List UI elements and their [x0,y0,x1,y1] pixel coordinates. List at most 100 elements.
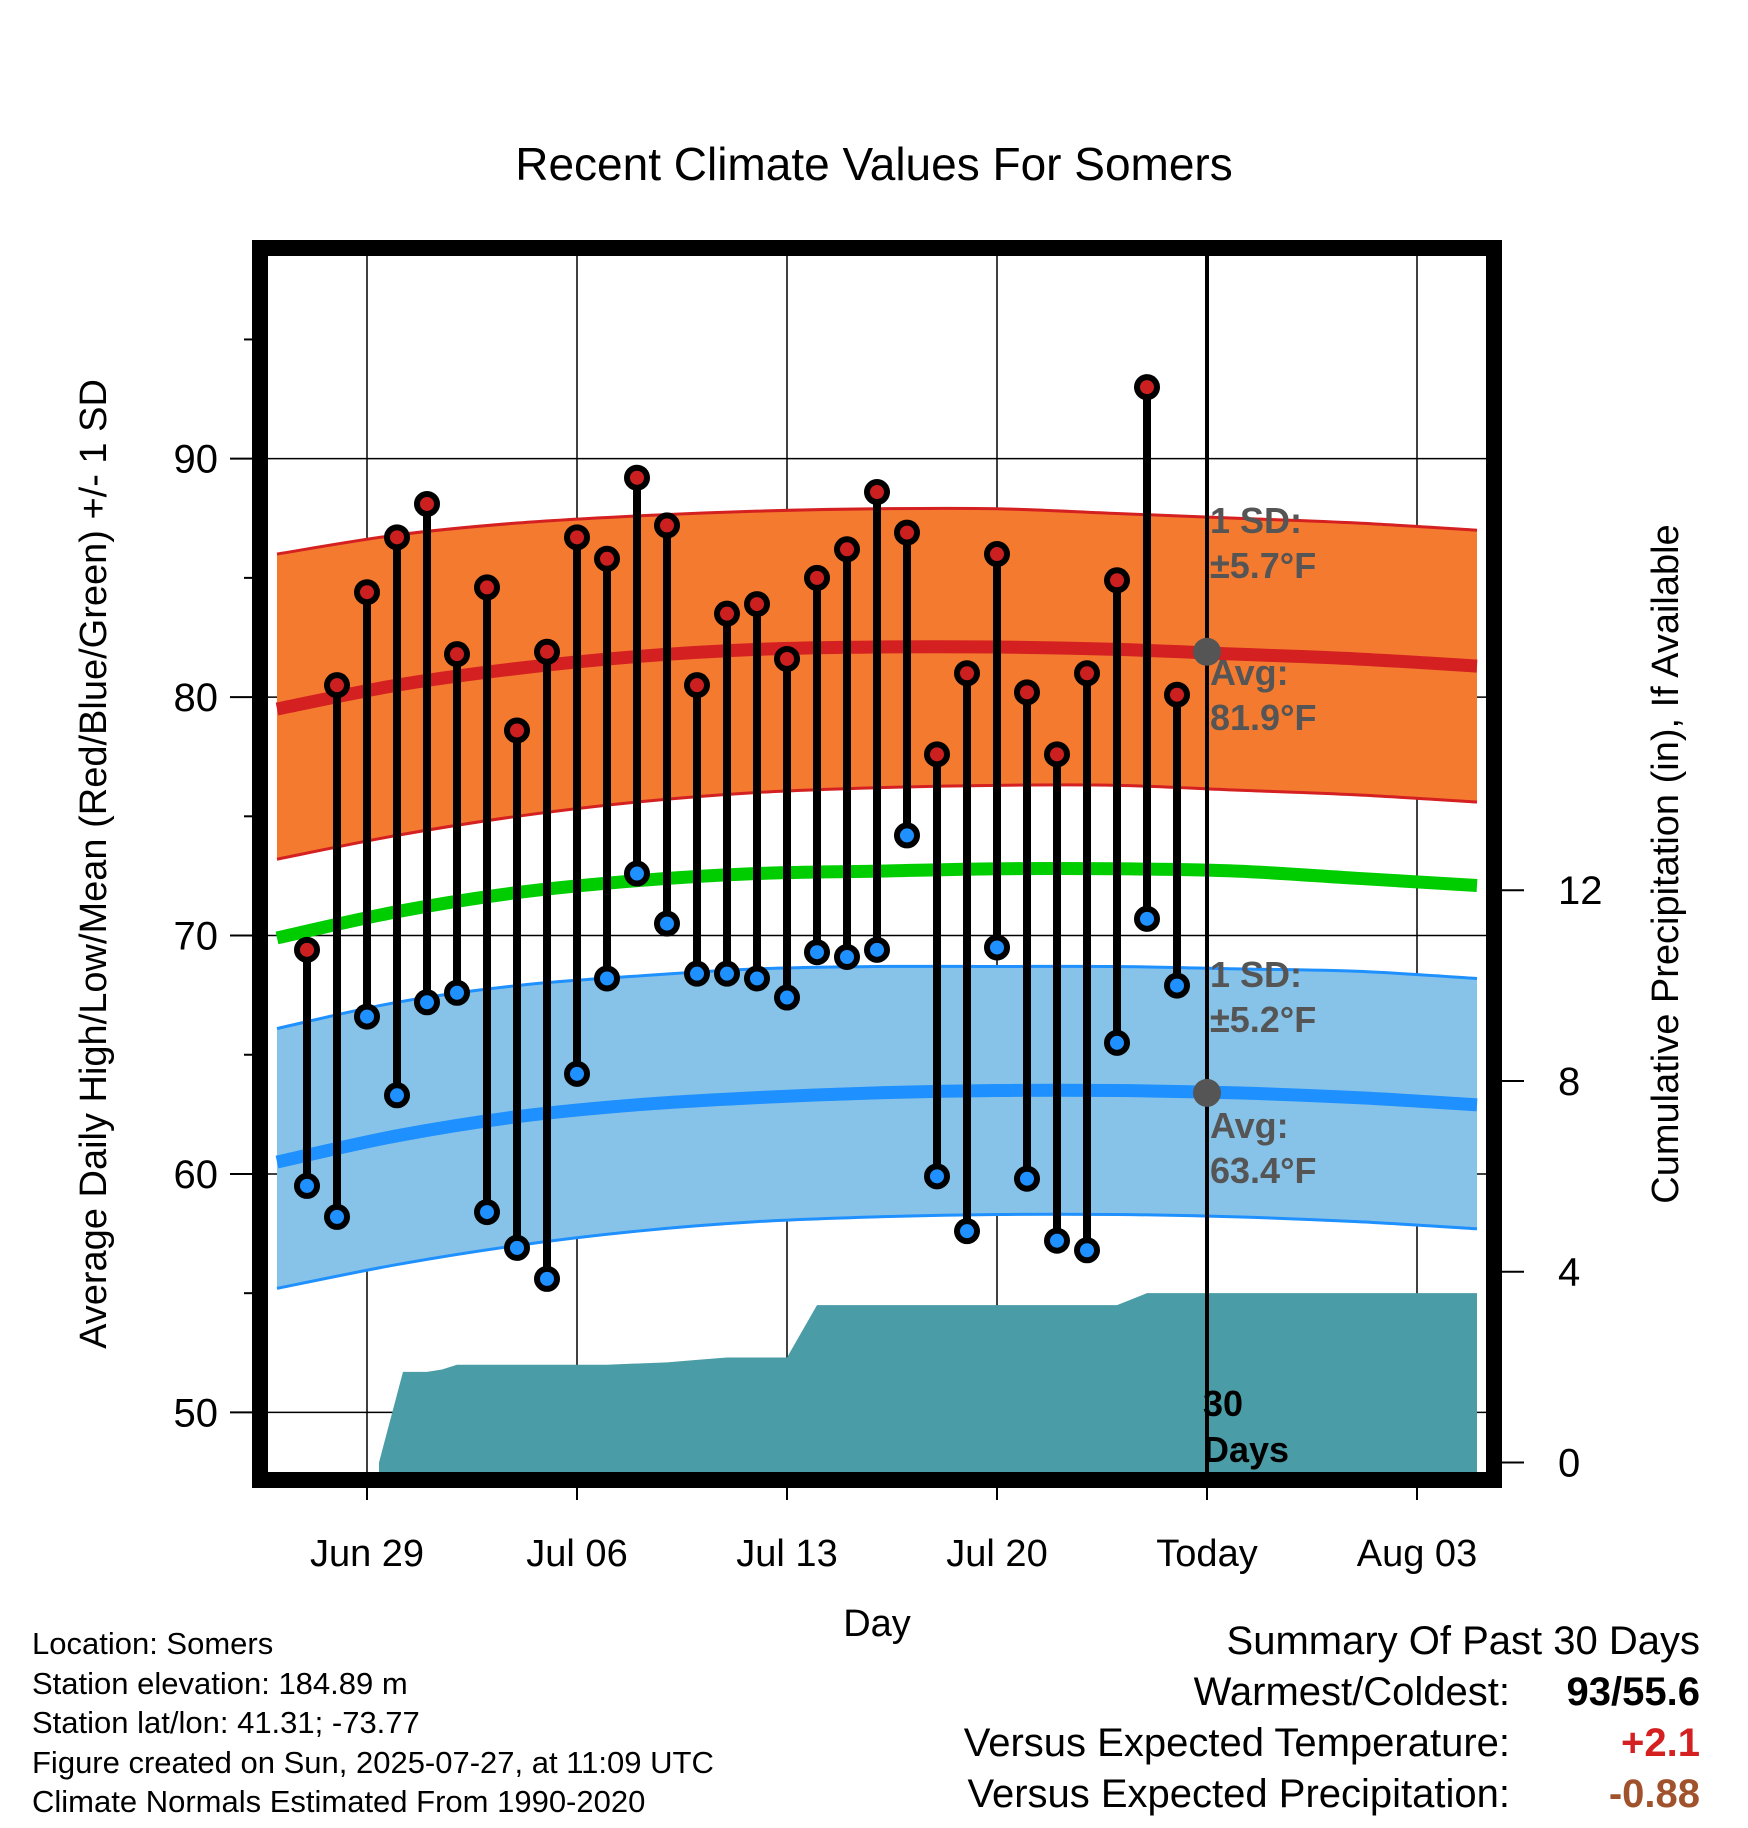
y-tick-label: 90 [174,438,219,482]
x-tick-label: Today [1156,1533,1257,1575]
y2-axis: 0 4 8 12 [1502,869,1603,1485]
daily-high-point [714,600,740,627]
daily-low-point [1164,972,1190,999]
summary-precip-value: -0.88 [1608,1772,1700,1816]
high-sd-label: 1 SD: [1210,500,1302,541]
low-avg-label: Avg: [1210,1105,1289,1146]
daily-high-point [354,579,380,606]
created-text: Figure created on Sun, 2025-07-27, at 11… [32,1744,714,1780]
daily-low-point [774,984,800,1011]
high-avg-label: Avg: [1210,652,1289,693]
daily-high-point [1164,681,1190,708]
daily-low-point [1134,905,1160,932]
today-high-avg-dot [1193,637,1221,666]
daily-low-point [684,960,710,987]
daily-low-point [324,1203,350,1230]
x-tick-label: Jul 20 [946,1533,1047,1575]
daily-low-point [744,965,770,992]
daily-low-point [834,943,860,970]
today-marker [1193,256,1221,1472]
summary-temp-value: +2.1 [1621,1721,1700,1765]
y-axis-label: Average Daily High/Low/Mean (Red/Blue/Gr… [73,379,115,1349]
summary-precip-label: Versus Expected Precipitation: [967,1772,1510,1816]
daily-low-point [294,1172,320,1199]
precip-area [379,1293,1477,1472]
summary-temp-label: Versus Expected Temperature: [963,1721,1510,1765]
elevation-text: Station elevation: 184.89 m [32,1665,408,1701]
latlon-text: Station lat/lon: 41.31; -73.77 [32,1705,420,1740]
daily-high-point [474,574,500,601]
daily-low-point [654,910,680,937]
summary-temp-row: Versus Expected Temperature: +2.1 [964,1718,1700,1769]
daily-low-point [564,1060,590,1087]
daily-high-point [324,672,350,699]
high-avg-value: 81.9°F [1210,697,1316,738]
daily-low-point [1044,1227,1070,1254]
daily-high-point [894,519,920,546]
daily-low-point [534,1265,560,1292]
daily-low-point [924,1163,950,1190]
y-tick-label: 50 [174,1391,219,1435]
daily-high-point [774,645,800,672]
daily-high-point [1074,660,1100,687]
y2-tick-label: 8 [1558,1060,1580,1104]
x-axis: Jun 29 Jul 06 Jul 13 Jul 20 Today Aug 03 [310,1488,1477,1575]
daily-high-point [954,660,980,687]
y2-tick-label: 12 [1558,869,1603,913]
daily-low-point [864,936,890,963]
daily-high-point [684,672,710,699]
daily-low-point [954,1218,980,1245]
x-tick-label: Aug 03 [1357,1533,1477,1575]
daily-low-point [474,1199,500,1226]
daily-low-point [804,939,830,966]
x-tick-label: Jul 06 [526,1533,627,1575]
today-low-avg-dot [1193,1078,1221,1107]
window-label-line2: Days [1203,1429,1289,1470]
daily-low-point [1104,1029,1130,1056]
daily-low-point [1014,1165,1040,1192]
high-sd-value: ±5.7°F [1210,545,1316,586]
plot-frame [252,240,1502,1488]
daily-high-point [594,545,620,572]
low-sd-label: 1 SD: [1210,954,1302,995]
daily-high-point [834,536,860,563]
daily-high-point [534,638,560,665]
x-tick-label: Jul 13 [736,1533,837,1575]
summary-warmest-value: 93/55.6 [1566,1670,1700,1714]
daily-high-point [564,524,590,551]
station-info: Location: Somers Station elevation: 184.… [32,1624,714,1822]
daily-high-point [504,717,530,744]
daily-high-point [1104,567,1130,594]
daily-points [294,374,1190,1292]
window-label-line1: 30 [1203,1383,1243,1424]
y-tick-label: 60 [174,1153,219,1197]
daily-low-point [894,822,920,849]
y-axis: 50 60 70 80 90 [174,338,252,1435]
daily-high-point [744,591,770,618]
chart-title: Recent Climate Values For Somers [515,138,1233,190]
summary-panel: Summary Of Past 30 Days Warmest/Coldest:… [964,1616,1700,1820]
x-tick-label: Jun 29 [310,1533,424,1575]
daily-high-point [804,564,830,591]
summary-warmest-row: Warmest/Coldest: 93/55.6 [964,1667,1700,1718]
x-axis-label: Day [843,1603,911,1645]
normals-text: Climate Normals Estimated From 1990-2020 [32,1784,646,1819]
daily-high-point [924,741,950,768]
y-tick-label: 80 [174,676,219,720]
daily-high-point [1044,741,1070,768]
annotations: 1 SD: ±5.7°F Avg: 81.9°F 1 SD: ±5.2°F Av… [1203,500,1316,1470]
daily-low-point [444,979,470,1006]
low-sd-lower-edge [276,1212,1478,1290]
daily-low-point [354,1003,380,1030]
daily-high-point [864,479,890,506]
summary-warmest-label: Warmest/Coldest: [1193,1670,1510,1714]
daily-high-point [384,524,410,551]
daily-high-point [1134,374,1160,401]
summary-title: Summary Of Past 30 Days [1226,1619,1700,1663]
y-tick-label: 70 [174,915,219,959]
y2-tick-label: 4 [1558,1251,1580,1295]
daily-low-point [414,989,440,1016]
low-avg-line [275,1083,1478,1169]
daily-low-point [624,860,650,887]
summary-precip-row: Versus Expected Precipitation: -0.88 [964,1769,1700,1820]
